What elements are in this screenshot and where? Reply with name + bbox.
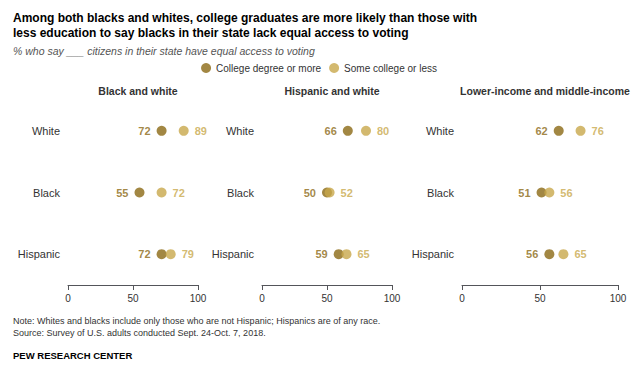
svg-text:Hispanic: Hispanic	[412, 248, 455, 260]
svg-text:Black: Black	[227, 187, 254, 199]
svg-text:72: 72	[138, 125, 150, 137]
svg-text:79: 79	[182, 248, 194, 260]
svg-text:Lower-income and middle-income: Lower-income and middle-income	[460, 85, 630, 97]
svg-text:Hispanic: Hispanic	[212, 248, 255, 260]
svg-text:50: 50	[534, 293, 546, 304]
svg-text:52: 52	[341, 187, 353, 199]
svg-text:White: White	[426, 125, 454, 137]
svg-text:100: 100	[190, 293, 207, 304]
svg-text:59: 59	[315, 248, 327, 260]
svg-text:Note: Whites and blacks includ: Note: Whites and blacks include only tho…	[13, 316, 380, 326]
svg-text:65: 65	[574, 248, 586, 260]
svg-text:56: 56	[526, 248, 538, 260]
svg-text:55: 55	[116, 187, 128, 199]
svg-text:56: 56	[560, 187, 572, 199]
svg-text:Source: Survey of U.S. adults: Source: Survey of U.S. adults conducted …	[13, 328, 266, 338]
svg-text:89: 89	[195, 125, 207, 137]
svg-text:Black: Black	[427, 187, 454, 199]
svg-text:100: 100	[384, 293, 401, 304]
svg-text:Among both blacks and whites,: Among both blacks and whites, college gr…	[13, 11, 477, 25]
svg-text:Hispanic and white: Hispanic and white	[284, 85, 379, 97]
svg-text:% who say ___ citizens in thei: % who say ___ citizens in their state ha…	[13, 45, 315, 57]
svg-text:White: White	[32, 125, 60, 137]
svg-text:0: 0	[65, 293, 71, 304]
svg-text:College degree or more: College degree or more	[216, 63, 321, 74]
svg-text:76: 76	[592, 125, 604, 137]
svg-text:Hispanic: Hispanic	[18, 248, 61, 260]
svg-text:62: 62	[535, 125, 547, 137]
svg-text:80: 80	[377, 125, 389, 137]
svg-text:50: 50	[304, 187, 316, 199]
svg-text:65: 65	[358, 248, 370, 260]
svg-text:51: 51	[518, 187, 530, 199]
svg-text:72: 72	[138, 248, 150, 260]
svg-text:72: 72	[173, 187, 185, 199]
svg-text:66: 66	[325, 125, 337, 137]
svg-text:100: 100	[610, 293, 627, 304]
svg-text:Black: Black	[33, 187, 60, 199]
svg-text:0: 0	[259, 293, 265, 304]
svg-text:0: 0	[459, 293, 465, 304]
svg-text:PEW RESEARCH CENTER: PEW RESEARCH CENTER	[13, 350, 132, 361]
svg-text:White: White	[226, 125, 254, 137]
svg-text:less education to say blacks i: less education to say blacks in their st…	[13, 26, 408, 40]
svg-text:50: 50	[127, 293, 139, 304]
svg-text:Some college or less: Some college or less	[344, 63, 437, 74]
svg-text:Black and white: Black and white	[98, 85, 178, 97]
svg-text:50: 50	[321, 293, 333, 304]
